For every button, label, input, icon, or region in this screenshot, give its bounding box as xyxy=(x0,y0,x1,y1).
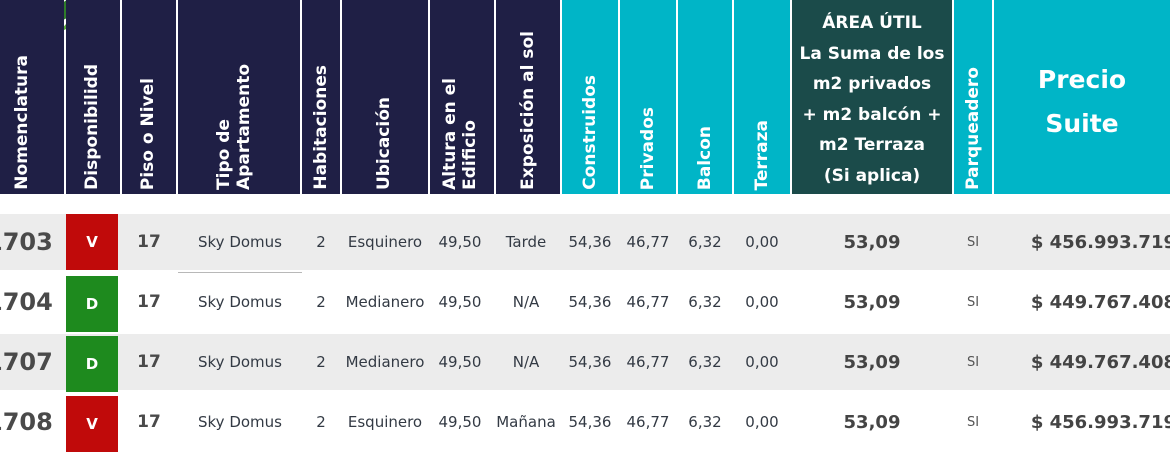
table-row xyxy=(0,214,1170,270)
header-disponibilidad: Disponibilidd xyxy=(66,0,120,194)
row-divider xyxy=(178,272,302,273)
row-rooms: 2 xyxy=(316,413,326,431)
row-floor: 17 xyxy=(137,232,161,252)
row-sun: Tarde xyxy=(505,233,547,251)
row-floor: 17 xyxy=(137,352,161,372)
row-location: Esquinero xyxy=(347,413,423,431)
row-code: 1703 xyxy=(0,228,53,256)
row-location: Esquinero xyxy=(347,233,423,251)
row-code: 1707 xyxy=(0,348,53,376)
row-area: 53,09 xyxy=(843,351,901,373)
row-parking: SI xyxy=(966,354,980,370)
row-price: $ 449.767.408 xyxy=(1030,351,1170,373)
header-exposicion: Exposición al sol xyxy=(496,0,560,194)
header-privados: Privados xyxy=(620,0,676,194)
header-tipo-apartamento: Tipo de Apartamento xyxy=(178,0,300,194)
row-balcony: 6,32 xyxy=(688,293,722,311)
header-altura: Altura en el Edificio xyxy=(430,0,494,194)
row-type: Sky Domus xyxy=(198,353,282,371)
row-rooms: 2 xyxy=(316,233,326,251)
header-precio: Precio Suite xyxy=(994,0,1170,194)
row-height: 49,50 xyxy=(438,353,482,371)
row-height: 49,50 xyxy=(438,293,482,311)
row-private: 46,77 xyxy=(626,293,670,311)
row-terrace: 0,00 xyxy=(745,293,779,311)
row-parking: SI xyxy=(966,294,980,310)
row-private: 46,77 xyxy=(626,233,670,251)
row-type: Sky Domus xyxy=(198,293,282,311)
header-parqueadero: Parqueadero xyxy=(954,0,992,194)
row-area: 53,09 xyxy=(843,291,901,313)
row-area: 53,09 xyxy=(843,231,901,253)
row-built: 54,36 xyxy=(568,413,612,431)
row-balcony: 6,32 xyxy=(688,413,722,431)
header-nomenclatura: Nomenclatura xyxy=(0,0,64,194)
row-terrace: 0,00 xyxy=(745,413,779,431)
row-type: Sky Domus xyxy=(198,413,282,431)
row-location: Medianero xyxy=(345,353,425,371)
row-built: 54,36 xyxy=(568,293,612,311)
row-balcony: 6,32 xyxy=(688,233,722,251)
row-rooms: 2 xyxy=(316,353,326,371)
status-badge: D xyxy=(66,276,118,332)
row-floor: 17 xyxy=(137,292,161,312)
header-ubicacion: Ubicación xyxy=(342,0,428,194)
row-terrace: 0,00 xyxy=(745,233,779,251)
row-parking: SI xyxy=(966,414,980,430)
row-location: Medianero xyxy=(345,293,425,311)
row-price: $ 456.993.719 xyxy=(1030,411,1170,433)
row-parking: SI xyxy=(966,234,980,250)
table-row xyxy=(0,334,1170,390)
header-area-util: ÁREA ÚTIL La Suma de los m2 privados + m… xyxy=(792,0,952,194)
row-terrace: 0,00 xyxy=(745,353,779,371)
header-balcon: Balcon xyxy=(678,0,732,194)
row-price: $ 456.993.719 xyxy=(1030,231,1170,253)
row-sun: Mañana xyxy=(496,413,556,431)
status-badge: V xyxy=(66,214,118,270)
row-rooms: 2 xyxy=(316,293,326,311)
row-height: 49,50 xyxy=(438,413,482,431)
header-piso: Piso o Nivel xyxy=(122,0,176,194)
row-private: 46,77 xyxy=(626,353,670,371)
row-code: 1708 xyxy=(0,408,53,436)
row-sun: N/A xyxy=(512,353,540,371)
row-area: 53,09 xyxy=(843,411,901,433)
row-floor: 17 xyxy=(137,412,161,432)
row-private: 46,77 xyxy=(626,413,670,431)
row-code: 1704 xyxy=(0,288,53,316)
row-built: 54,36 xyxy=(568,233,612,251)
header-construidos: Construidos xyxy=(562,0,618,194)
row-built: 54,36 xyxy=(568,353,612,371)
row-type: Sky Domus xyxy=(198,233,282,251)
status-badge: V xyxy=(66,396,118,452)
row-balcony: 6,32 xyxy=(688,353,722,371)
row-sun: N/A xyxy=(512,293,540,311)
row-height: 49,50 xyxy=(438,233,482,251)
header-terraza: Terraza xyxy=(734,0,790,194)
row-price: $ 449.767.408 xyxy=(1030,291,1170,313)
status-badge: D xyxy=(66,336,118,392)
header-habitaciones: Habitaciones xyxy=(302,0,340,194)
